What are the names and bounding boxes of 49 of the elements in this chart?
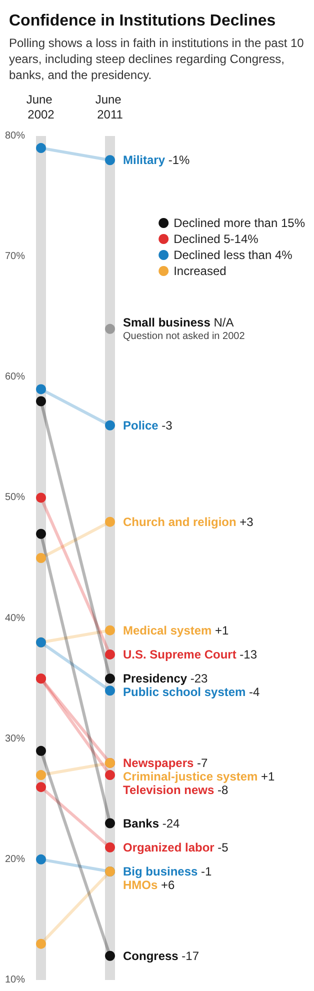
y-tick-label: 60% xyxy=(4,372,26,383)
series-label: Church and religion xyxy=(123,514,236,529)
legend-label: Declined more than 15% xyxy=(174,216,306,230)
text: -4 xyxy=(249,685,260,700)
text: -1 xyxy=(201,864,212,878)
x-tick-label: June 2002 xyxy=(26,92,56,122)
chart-title: Confidence in Institutions Declines xyxy=(9,12,276,30)
text: +1 xyxy=(215,623,230,638)
y-tick-label: 40% xyxy=(4,612,26,624)
series-label: Banks xyxy=(123,816,160,830)
text: -17 xyxy=(182,948,200,963)
y-tick-label: 50% xyxy=(4,492,26,504)
text: -7 xyxy=(197,756,208,770)
series-label: HMOs xyxy=(123,878,158,892)
series-label: Presidency xyxy=(123,672,188,686)
series-label: Big business xyxy=(123,864,198,878)
text: -5 xyxy=(218,840,229,854)
text: -8 xyxy=(217,782,228,797)
series-label: Newspapers xyxy=(123,756,194,770)
series-label: Public school system xyxy=(123,685,246,700)
x-tick-label: June 2011 xyxy=(95,92,125,122)
text: -3 xyxy=(162,418,173,432)
text: N/A xyxy=(214,315,234,330)
series-label: Military xyxy=(123,153,166,168)
legend-label: Increased xyxy=(174,264,226,278)
text: +3 xyxy=(240,514,254,529)
series-label: Police xyxy=(123,418,159,432)
series-label: Small business xyxy=(123,315,211,330)
series-label: U.S. Supreme Court xyxy=(123,647,236,662)
series-label: Organized labor xyxy=(123,840,215,854)
y-tick-label: 20% xyxy=(4,854,26,865)
chart-subtitle: Polling shows a loss in faith in institutions in the past 10 years, including steep declines regarding Congress, banks, and the presidency. xyxy=(9,36,308,82)
series-label: Medical system xyxy=(123,623,212,638)
text: -24 xyxy=(162,816,180,830)
text: -23 xyxy=(190,672,208,686)
text: -13 xyxy=(240,647,258,662)
legend-label: Declined less than 4% xyxy=(174,248,293,262)
series-label: Television news xyxy=(123,782,214,797)
annotation: Question not asked in 2002 xyxy=(123,330,246,342)
y-tick-label: 80% xyxy=(4,130,26,142)
series-label: Congress xyxy=(123,948,179,963)
y-tick-label: 70% xyxy=(4,251,26,262)
series-label: Criminal-justice system xyxy=(123,769,258,784)
legend-label: Declined 5-14% xyxy=(174,232,259,246)
text: +1 xyxy=(261,769,276,784)
y-tick-label: 10% xyxy=(4,974,26,986)
text: -1% xyxy=(168,153,190,168)
y-tick-label: 30% xyxy=(4,733,26,744)
text: +6 xyxy=(161,878,176,892)
